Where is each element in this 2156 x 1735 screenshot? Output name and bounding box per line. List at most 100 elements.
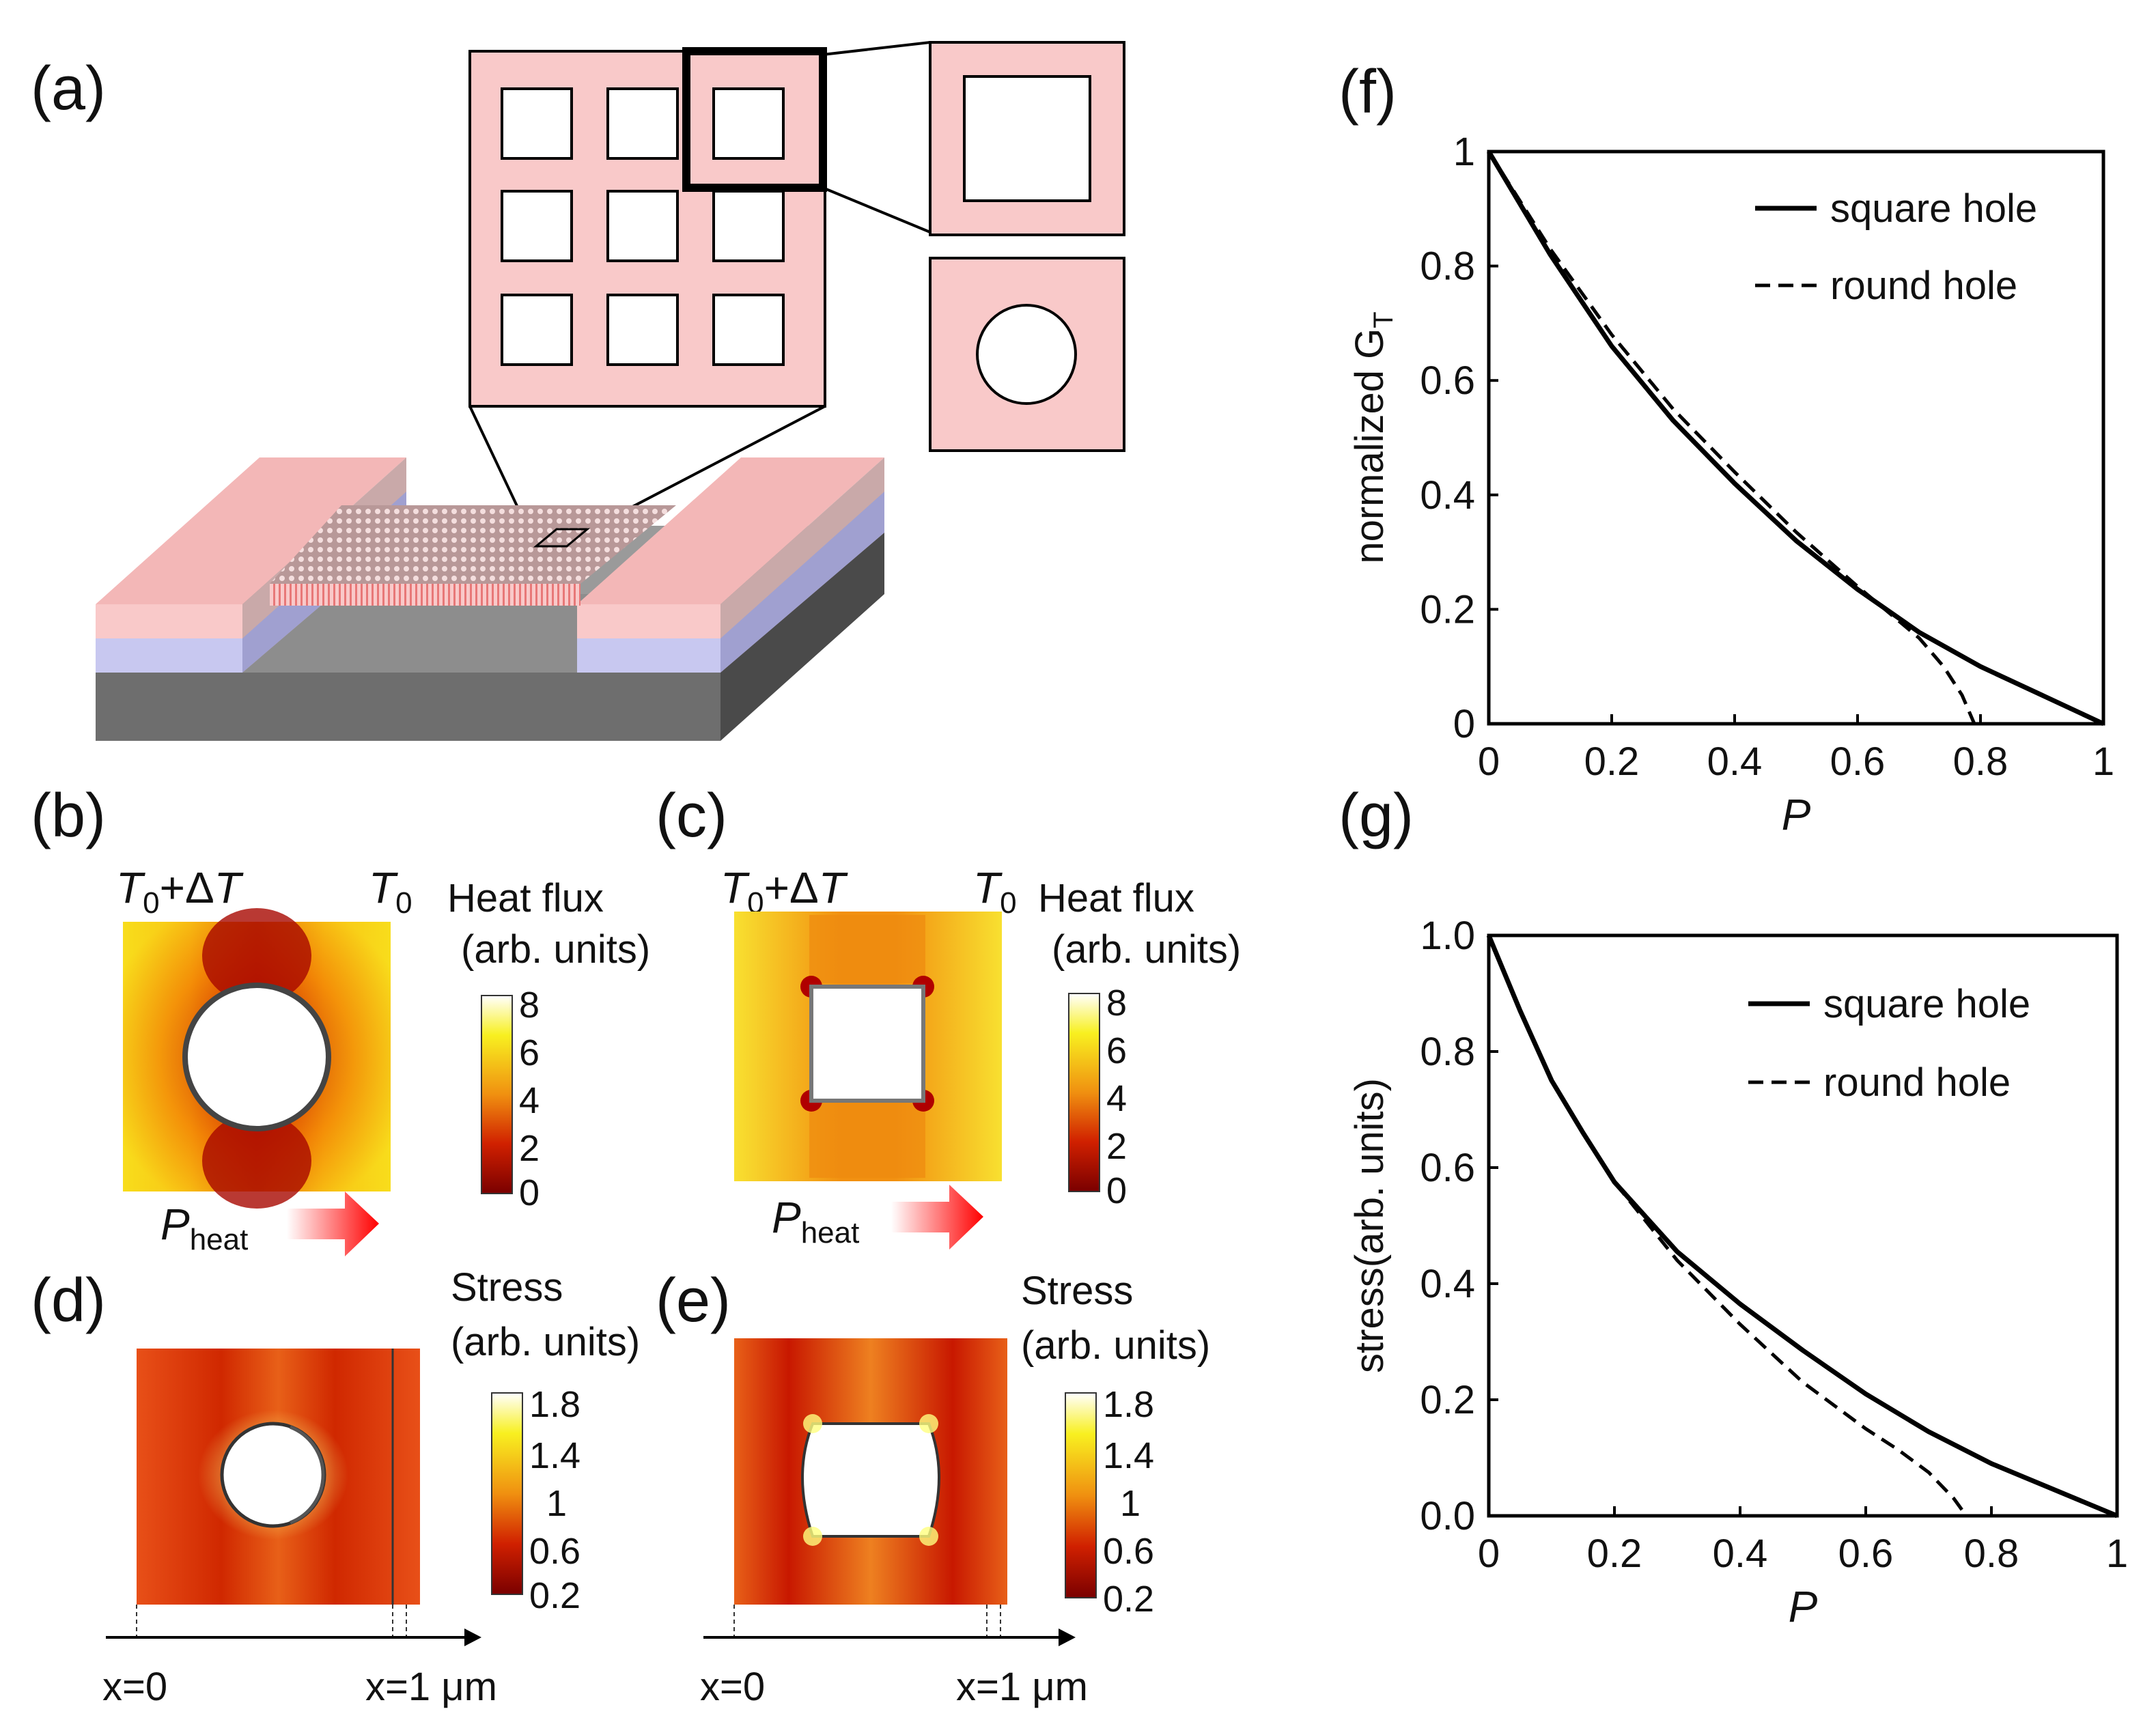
svg-text:1.4: 1.4 [529,1435,580,1476]
panel-f-label: (f) [1339,58,1397,126]
heatflux-round-map [123,908,391,1209]
y-tick-label: 0.4 [1420,473,1475,518]
svg-text:1.8: 1.8 [1103,1384,1154,1425]
svg-text:8: 8 [519,985,540,1026]
y-tick-label: 0.8 [1420,244,1475,289]
svg-text:4: 4 [519,1080,540,1121]
svg-text:2: 2 [1106,1126,1127,1167]
svg-text:(arb. units): (arb. units) [1021,1323,1210,1368]
svg-text:(arb. units): (arb. units) [461,927,650,972]
y-tick-label: 1 [1453,130,1475,174]
stress-colorbar-e: Stress (arb. units) 1.8 1.4 1 0.6 0.2 [1021,1269,1210,1620]
panel-b-label: (b) [31,782,106,850]
heatflux-colorbar-c: Heat flux (arb. units) 8 6 4 2 0 [1038,876,1241,1211]
svg-text:0.2: 0.2 [1103,1579,1154,1620]
y-tick-label: 0.6 [1420,358,1475,403]
plot-frame [1487,933,2119,1518]
legend-label: square hole [1830,186,2037,231]
y-axis-label: normalized GT [1347,311,1399,563]
svg-text:6: 6 [519,1032,540,1073]
y-tick-label: 0.4 [1420,1262,1475,1306]
panel-a-label: (a) [31,55,106,123]
svg-text:Stress: Stress [451,1265,563,1310]
x-tick-label: 0 [1478,739,1500,784]
svg-text:(arb. units): (arb. units) [451,1320,640,1364]
svg-text:2: 2 [519,1128,540,1169]
y-tick-label: 0.0 [1420,1494,1475,1538]
legend-label: round hole [1823,1060,2011,1105]
x-start-label-e: x=0 [700,1665,765,1709]
y-tick-label: 0.8 [1420,1030,1475,1074]
svg-text:0: 0 [1106,1170,1127,1211]
panel-e: (e) x=0 x=1 μm Stress (arb. units) 1.8 1… [656,1267,1210,1709]
x-tick-label: 1 [2106,1532,2128,1576]
svg-text:(arb. units): (arb. units) [1052,927,1241,972]
panel-d-label: (d) [31,1267,106,1335]
stress-round-map [137,1349,420,1605]
x-tick-label: 0.8 [1964,1532,2019,1576]
x-tick-label: 0.6 [1830,739,1886,784]
heat-arrow-b [287,1191,379,1256]
panel-g: (g) 0 0.2 0.4 0.6 0.8 1 0.0 0.2 0.4 0.6 0.8 1.0 Pstr… [1339,782,2128,1631]
series-line-square-hole [1486,934,2118,1519]
square-lattice [468,47,827,408]
x-tick-label: 0.6 [1838,1532,1894,1576]
series-line-round-hole [1487,150,1976,724]
panel-e-label: (e) [656,1267,731,1335]
unit-cell-round [929,257,1125,452]
heatflux-colorbar-b: Heat flux (arb. units) 8 6 4 2 0 [447,876,650,1213]
x-tick-label: 0.2 [1584,739,1640,784]
x-start-label-d: x=0 [102,1665,167,1709]
svg-text:1.8: 1.8 [529,1384,580,1425]
y-tick-label: 0.2 [1420,1378,1475,1422]
svg-text:6: 6 [1106,1030,1127,1071]
panel-b-right-temp: T0 [369,863,412,920]
y-tick-label: 0.6 [1420,1146,1475,1190]
series-line-square-hole [1486,150,2105,727]
panel-b-left-temp: T0+ΔT [116,863,244,920]
heatflux-square-map [734,912,1002,1181]
x-tick-label: 1 [2092,739,2114,784]
unit-cell-square [929,41,1125,236]
legend-label: square hole [1823,982,2030,1026]
svg-text:Stress: Stress [1021,1269,1133,1313]
svg-text:1: 1 [546,1483,567,1524]
panel-d: (d) x=0 x=1 μm Stress (arb. units) 1.8 1… [31,1265,640,1709]
svg-text:4: 4 [1106,1078,1127,1119]
chart-g: 0 0.2 0.4 0.6 0.8 1 0.0 0.2 0.4 0.6 0.8 1.0 Pstress(… [1347,914,2128,1631]
x-tick-label: 0 [1478,1532,1500,1576]
y-axis-label: stress(arb. units) [1347,1078,1392,1373]
panel-c: (c) T0+ΔT T0 Heat flux (arb. units) 8 6 … [656,782,1241,1250]
device-schematic [96,457,884,741]
y-tick-label: 0 [1453,702,1475,746]
panel-c-right-temp: T0 [973,863,1017,920]
x-tick-label: 0.4 [1707,739,1763,784]
panel-g-label: (g) [1339,782,1414,850]
svg-text:0: 0 [519,1172,540,1213]
panel-c-left-temp: T0+ΔT [720,863,848,920]
panel-a: (a) [31,41,1125,741]
svg-text:0.6: 0.6 [1103,1531,1154,1572]
svg-text:0.6: 0.6 [529,1531,580,1572]
x-axis-label: P [1782,790,1811,839]
svg-text:Heat flux: Heat flux [447,876,604,920]
svg-text:Heat flux: Heat flux [1038,876,1194,920]
stress-square-map [734,1338,1007,1605]
x-axis-label: P [1789,1582,1818,1631]
stress-colorbar-d: Stress (arb. units) 1.8 1.4 1 0.6 0.2 [451,1265,640,1616]
legend-label: round hole [1830,264,2017,308]
x-tick-label: 0.2 [1587,1532,1642,1576]
svg-text:8: 8 [1106,983,1127,1024]
heat-arrow-label-b: Pheat [160,1200,248,1256]
chart-f: 0 0.2 0.4 0.6 0.8 1 0 0.2 0.4 0.6 0.8 1 Pnormalized … [1347,130,2114,839]
x-end-label-d: x=1 μm [365,1665,497,1709]
svg-text:0.2: 0.2 [529,1575,580,1616]
series-line-round-hole [1487,935,1968,1517]
panel-b: (b) T0+ΔT T0 Heat flux (arb. units) 8 6 … [31,782,650,1256]
panel-f: (f) 0 0.2 0.4 0.6 0.8 1 0 0.2 0.4 0.6 0.8 1 Pnormali… [1339,58,2114,839]
y-tick-label: 1.0 [1420,914,1475,958]
heat-arrow-c [891,1185,983,1250]
unit-cell-highlight [682,47,827,192]
heat-arrow-label-c: Pheat [772,1193,859,1250]
